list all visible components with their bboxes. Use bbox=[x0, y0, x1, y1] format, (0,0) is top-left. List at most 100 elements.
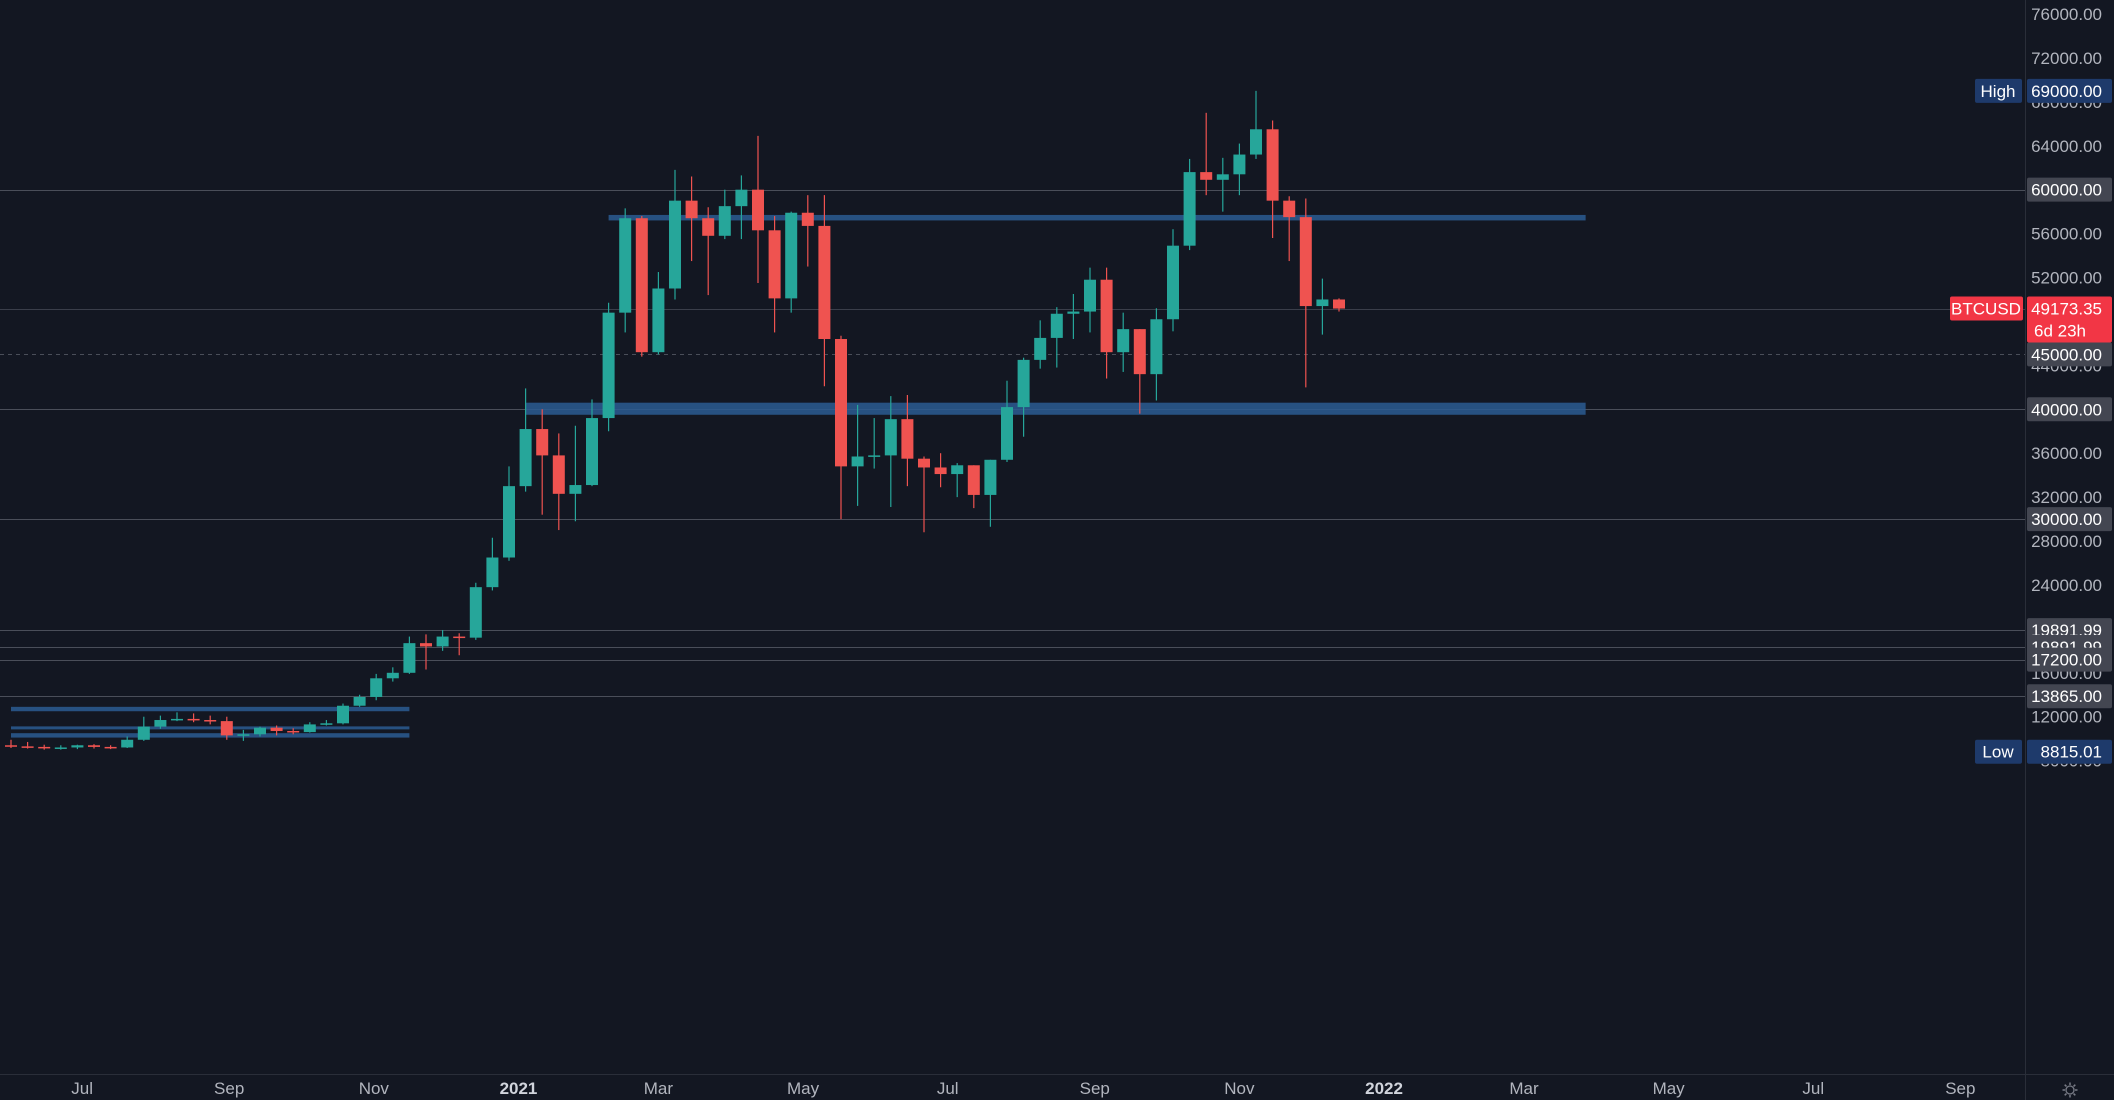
candle-body bbox=[934, 467, 947, 475]
candle bbox=[54, 745, 67, 750]
time-tick: Sep bbox=[1945, 1079, 1975, 1098]
candle bbox=[220, 716, 233, 740]
candle bbox=[718, 189, 731, 240]
candle-body bbox=[1017, 359, 1030, 408]
candle-body bbox=[38, 746, 51, 749]
candle-body bbox=[1050, 313, 1063, 338]
candle-body bbox=[536, 429, 549, 456]
countdown: 6d 23h bbox=[2034, 322, 2086, 341]
level-tag-bg bbox=[2027, 647, 2112, 672]
candle bbox=[1084, 267, 1096, 333]
candle-body bbox=[71, 745, 84, 748]
time-tick: 2021 bbox=[500, 1079, 538, 1098]
candle-body bbox=[1133, 329, 1146, 375]
candle bbox=[1133, 329, 1146, 414]
candle bbox=[204, 715, 217, 725]
candle-body bbox=[386, 672, 399, 679]
candle bbox=[702, 207, 715, 296]
price-tick: 24000.00 bbox=[2031, 576, 2102, 595]
candle-body bbox=[21, 746, 34, 748]
candle bbox=[38, 744, 51, 750]
high-label: High bbox=[1981, 82, 2016, 101]
supply-demand-zones bbox=[11, 214, 1586, 738]
time-axis[interactable] bbox=[0, 1074, 2114, 1100]
price-tick: 64000.00 bbox=[2031, 137, 2102, 156]
candle-body bbox=[901, 419, 914, 459]
candle bbox=[171, 712, 183, 722]
settings-icon[interactable] bbox=[2062, 1082, 2078, 1098]
candle bbox=[619, 208, 632, 333]
candle-body bbox=[436, 636, 449, 647]
candle-body bbox=[469, 587, 482, 638]
candle-body bbox=[1034, 337, 1047, 360]
candle-body bbox=[486, 557, 499, 588]
candle bbox=[1216, 157, 1229, 212]
time-tick: May bbox=[787, 1079, 820, 1098]
level-tag: 45000.00 bbox=[2027, 342, 2112, 367]
candle bbox=[270, 725, 283, 736]
candle-body bbox=[270, 727, 283, 731]
time-tick: May bbox=[1653, 1079, 1686, 1098]
time-tick: Mar bbox=[1509, 1079, 1539, 1098]
candle-body bbox=[320, 723, 333, 725]
candle-body bbox=[88, 745, 100, 747]
candle bbox=[469, 582, 482, 640]
candle-body bbox=[967, 465, 980, 495]
candle-body bbox=[1200, 172, 1213, 180]
candle bbox=[1299, 198, 1312, 388]
candle-body bbox=[204, 720, 217, 722]
candle-body bbox=[104, 746, 117, 749]
level-tag: 13865.00 bbox=[2027, 684, 2112, 709]
candle-body bbox=[1283, 200, 1296, 218]
candle bbox=[901, 395, 914, 487]
low-label-bg bbox=[1975, 739, 2022, 764]
candle bbox=[1200, 112, 1213, 196]
symbol-tag: BTCUSD bbox=[1951, 300, 2021, 319]
candle-body bbox=[154, 720, 167, 727]
time-tick: Nov bbox=[1224, 1079, 1255, 1098]
candle bbox=[934, 453, 947, 488]
symbol-tag-bg bbox=[1950, 296, 2023, 321]
candle bbox=[486, 537, 499, 591]
level-tag-bg bbox=[2027, 397, 2112, 422]
candle-body bbox=[220, 721, 233, 736]
zone-0 bbox=[608, 214, 1586, 221]
candle bbox=[569, 425, 582, 522]
level-tag: 40000.00 bbox=[2027, 397, 2112, 422]
level-tag-bg bbox=[2027, 684, 2112, 709]
candle-body bbox=[303, 724, 316, 733]
candle bbox=[71, 744, 84, 750]
candle bbox=[752, 135, 764, 284]
candle bbox=[552, 433, 565, 531]
candle-body bbox=[519, 429, 532, 487]
price-tick: 32000.00 bbox=[2031, 488, 2102, 507]
candle-body bbox=[237, 734, 250, 736]
candle-body bbox=[818, 225, 831, 340]
candle bbox=[801, 195, 814, 267]
candle-body bbox=[669, 200, 681, 289]
candle bbox=[768, 216, 781, 333]
candle bbox=[884, 396, 897, 508]
candle-body bbox=[1266, 129, 1279, 201]
candle-body bbox=[851, 456, 864, 467]
candle-body bbox=[54, 747, 67, 749]
zone-4 bbox=[11, 733, 410, 738]
candle bbox=[851, 404, 864, 506]
candle bbox=[320, 720, 333, 726]
candle bbox=[1050, 307, 1063, 368]
level-tag: 30000.00 bbox=[2027, 507, 2112, 532]
candle-body bbox=[353, 696, 366, 706]
candle-body bbox=[420, 643, 432, 647]
high-label-bg bbox=[1975, 78, 2022, 103]
candle-body bbox=[254, 727, 266, 735]
candle bbox=[602, 302, 615, 432]
candle bbox=[1150, 308, 1163, 401]
candle bbox=[1283, 196, 1296, 262]
candle bbox=[635, 216, 648, 357]
candle-body bbox=[635, 218, 648, 353]
time-tick: Sep bbox=[1080, 1079, 1110, 1098]
time-tick: Sep bbox=[214, 1079, 244, 1098]
candle-body bbox=[503, 486, 515, 558]
level-tag-label: 60000.00 bbox=[2031, 181, 2102, 200]
